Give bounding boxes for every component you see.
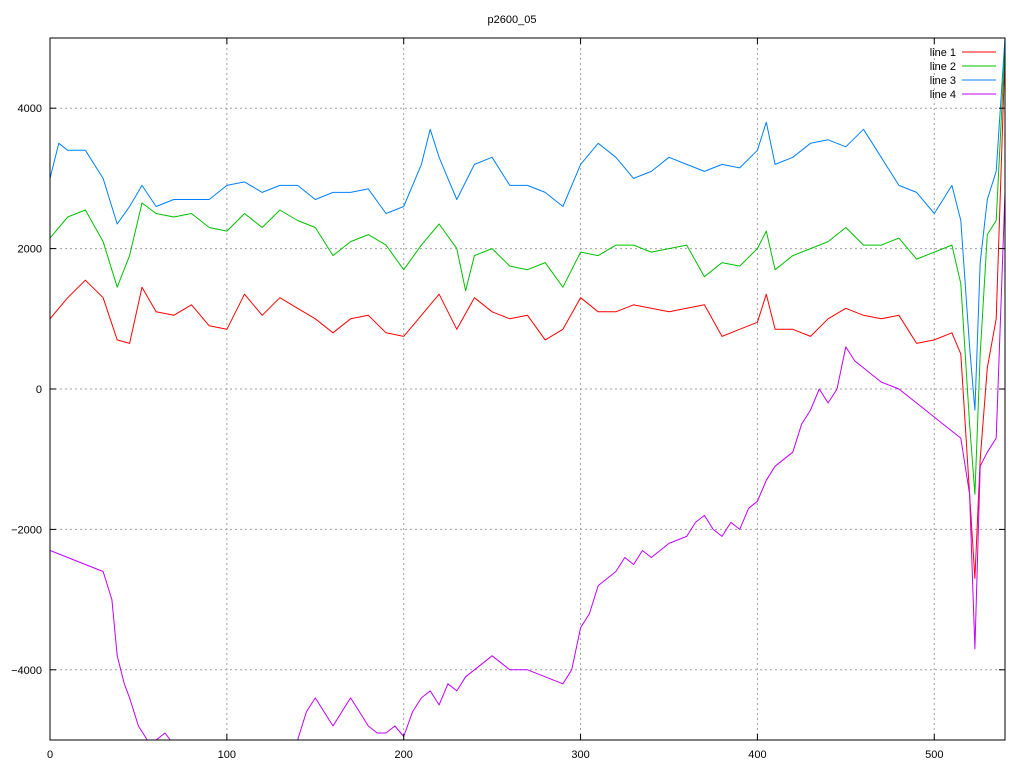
chart-title: p2600_05 bbox=[488, 14, 537, 26]
axis-ticks: 0 100 200 300 400 500 −4000 −2000 0 2000 4000 bbox=[11, 38, 1005, 761]
x-tick-label: 100 bbox=[218, 749, 236, 761]
x-tick-label: 200 bbox=[395, 749, 413, 761]
x-tick-label: 500 bbox=[925, 749, 943, 761]
series-line-2 bbox=[50, 44, 1005, 495]
series-line-1 bbox=[50, 51, 1005, 579]
y-tick-label: 2000 bbox=[18, 244, 42, 256]
legend-label-3: line 3 bbox=[930, 75, 956, 87]
legend-label-1: line 1 bbox=[930, 47, 956, 59]
legend-label-2: line 2 bbox=[930, 61, 956, 73]
series-group bbox=[50, 38, 1005, 740]
series-line-4 bbox=[50, 192, 1005, 740]
x-tick-label: 300 bbox=[571, 749, 589, 761]
y-tick-label: 4000 bbox=[18, 103, 42, 115]
series-line-3 bbox=[50, 38, 1005, 411]
x-tick-label: 0 bbox=[47, 749, 53, 761]
y-tick-label: −4000 bbox=[11, 665, 42, 677]
y-tick-label: −2000 bbox=[11, 524, 42, 536]
x-tick-label: 400 bbox=[748, 749, 766, 761]
legend: line 1 line 2 line 3 line 4 bbox=[930, 47, 996, 101]
grid bbox=[50, 38, 1005, 740]
y-tick-label: 0 bbox=[36, 384, 42, 396]
legend-label-4: line 4 bbox=[930, 89, 956, 101]
